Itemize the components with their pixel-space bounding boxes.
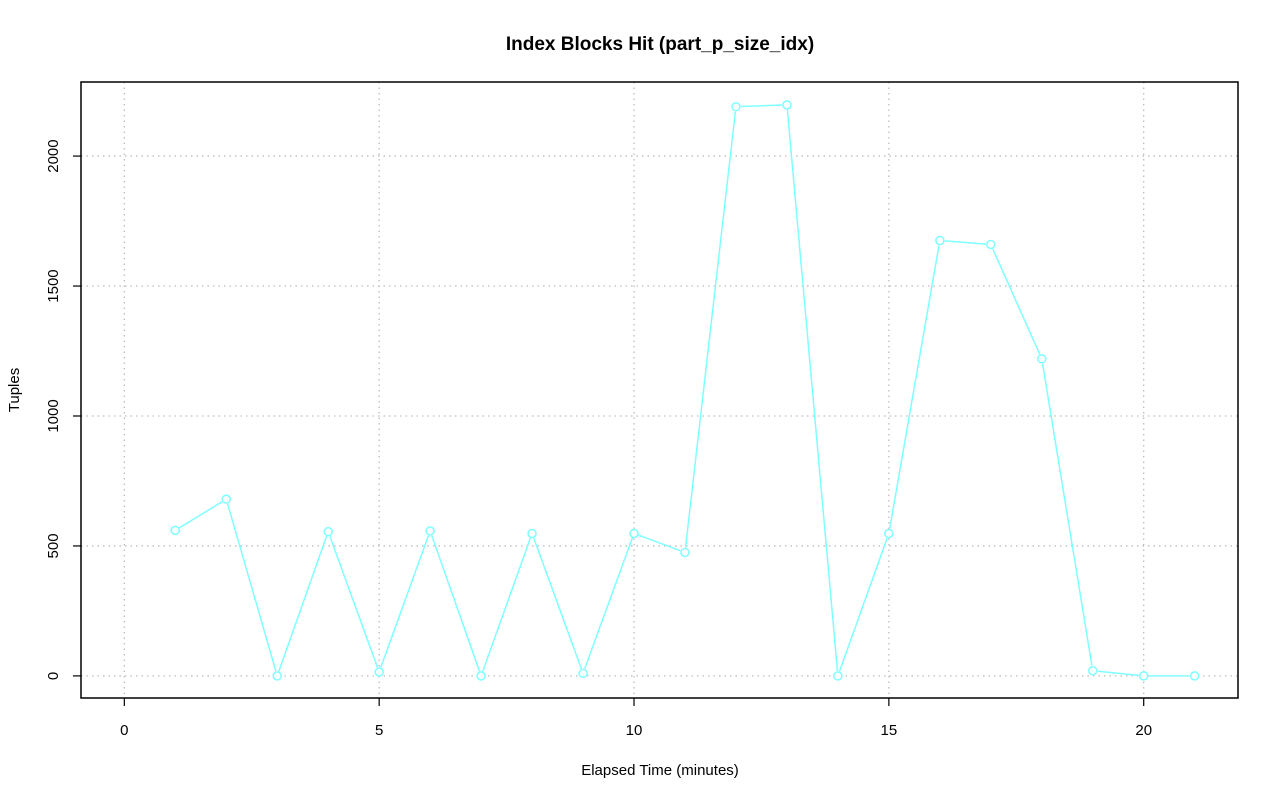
- data-point: [884, 528, 894, 539]
- series-segment: [278, 536, 328, 672]
- data-point: [425, 526, 435, 536]
- data-point: [1037, 354, 1047, 364]
- data-point: [1087, 665, 1098, 676]
- axis-ticks: 0 5 10 15 20 0 500 1000 1500 2000: [45, 139, 1152, 739]
- data-point: [1189, 671, 1200, 681]
- y-axis-label: Tuples: [6, 368, 23, 412]
- x-tick-label: 0: [120, 722, 128, 739]
- data-point: [527, 528, 537, 539]
- series-segment: [740, 104, 782, 108]
- data-point: [680, 547, 690, 558]
- y-tick-label: 2000: [45, 139, 62, 172]
- series-segment: [838, 537, 888, 672]
- series-segment: [944, 240, 986, 245]
- data-point: [731, 101, 741, 112]
- series-segment: [482, 537, 532, 672]
- series-segment: [179, 501, 223, 529]
- series-segment: [786, 109, 839, 671]
- series-segment: [380, 535, 430, 668]
- y-tick-label: 1000: [45, 399, 62, 432]
- y-tick-label: 500: [45, 533, 62, 558]
- series-segment: [888, 245, 940, 529]
- data-point: [629, 528, 639, 539]
- data-point: [833, 671, 843, 681]
- series-segment: [533, 537, 583, 669]
- chart-title: Index Blocks Hit (part_p_size_idx): [506, 34, 814, 55]
- x-tick-label: 20: [1135, 722, 1152, 739]
- series-segment: [1097, 670, 1139, 677]
- data-point: [935, 235, 945, 246]
- data-point: [782, 100, 792, 110]
- data-point: [323, 526, 333, 537]
- series-segment: [584, 537, 634, 669]
- data-point: [221, 494, 232, 504]
- data-point: [272, 671, 282, 681]
- series: [170, 100, 1200, 681]
- x-tick-label: 5: [375, 722, 383, 739]
- y-tick-label: 1500: [45, 269, 62, 302]
- plot-frame: [80, 81, 1239, 699]
- x-tick-label: 10: [626, 722, 643, 739]
- data-point: [170, 525, 181, 536]
- y-tick-label: 0: [45, 672, 62, 680]
- data-point: [578, 668, 588, 679]
- series-segment: [684, 111, 737, 548]
- series-segment: [431, 535, 481, 672]
- data-point: [1138, 671, 1149, 681]
- series-segment: [638, 534, 681, 552]
- data-point: [476, 671, 486, 681]
- series-segment: [1041, 363, 1093, 666]
- grid: [81, 82, 1238, 698]
- data-point: [374, 667, 384, 677]
- series-segment: [226, 503, 277, 672]
- series-segment: [329, 536, 379, 668]
- data-point: [986, 239, 996, 250]
- x-axis-label: Elapsed Time (minutes): [581, 762, 739, 779]
- x-tick-label: 15: [881, 722, 898, 739]
- series-segment: [992, 248, 1041, 355]
